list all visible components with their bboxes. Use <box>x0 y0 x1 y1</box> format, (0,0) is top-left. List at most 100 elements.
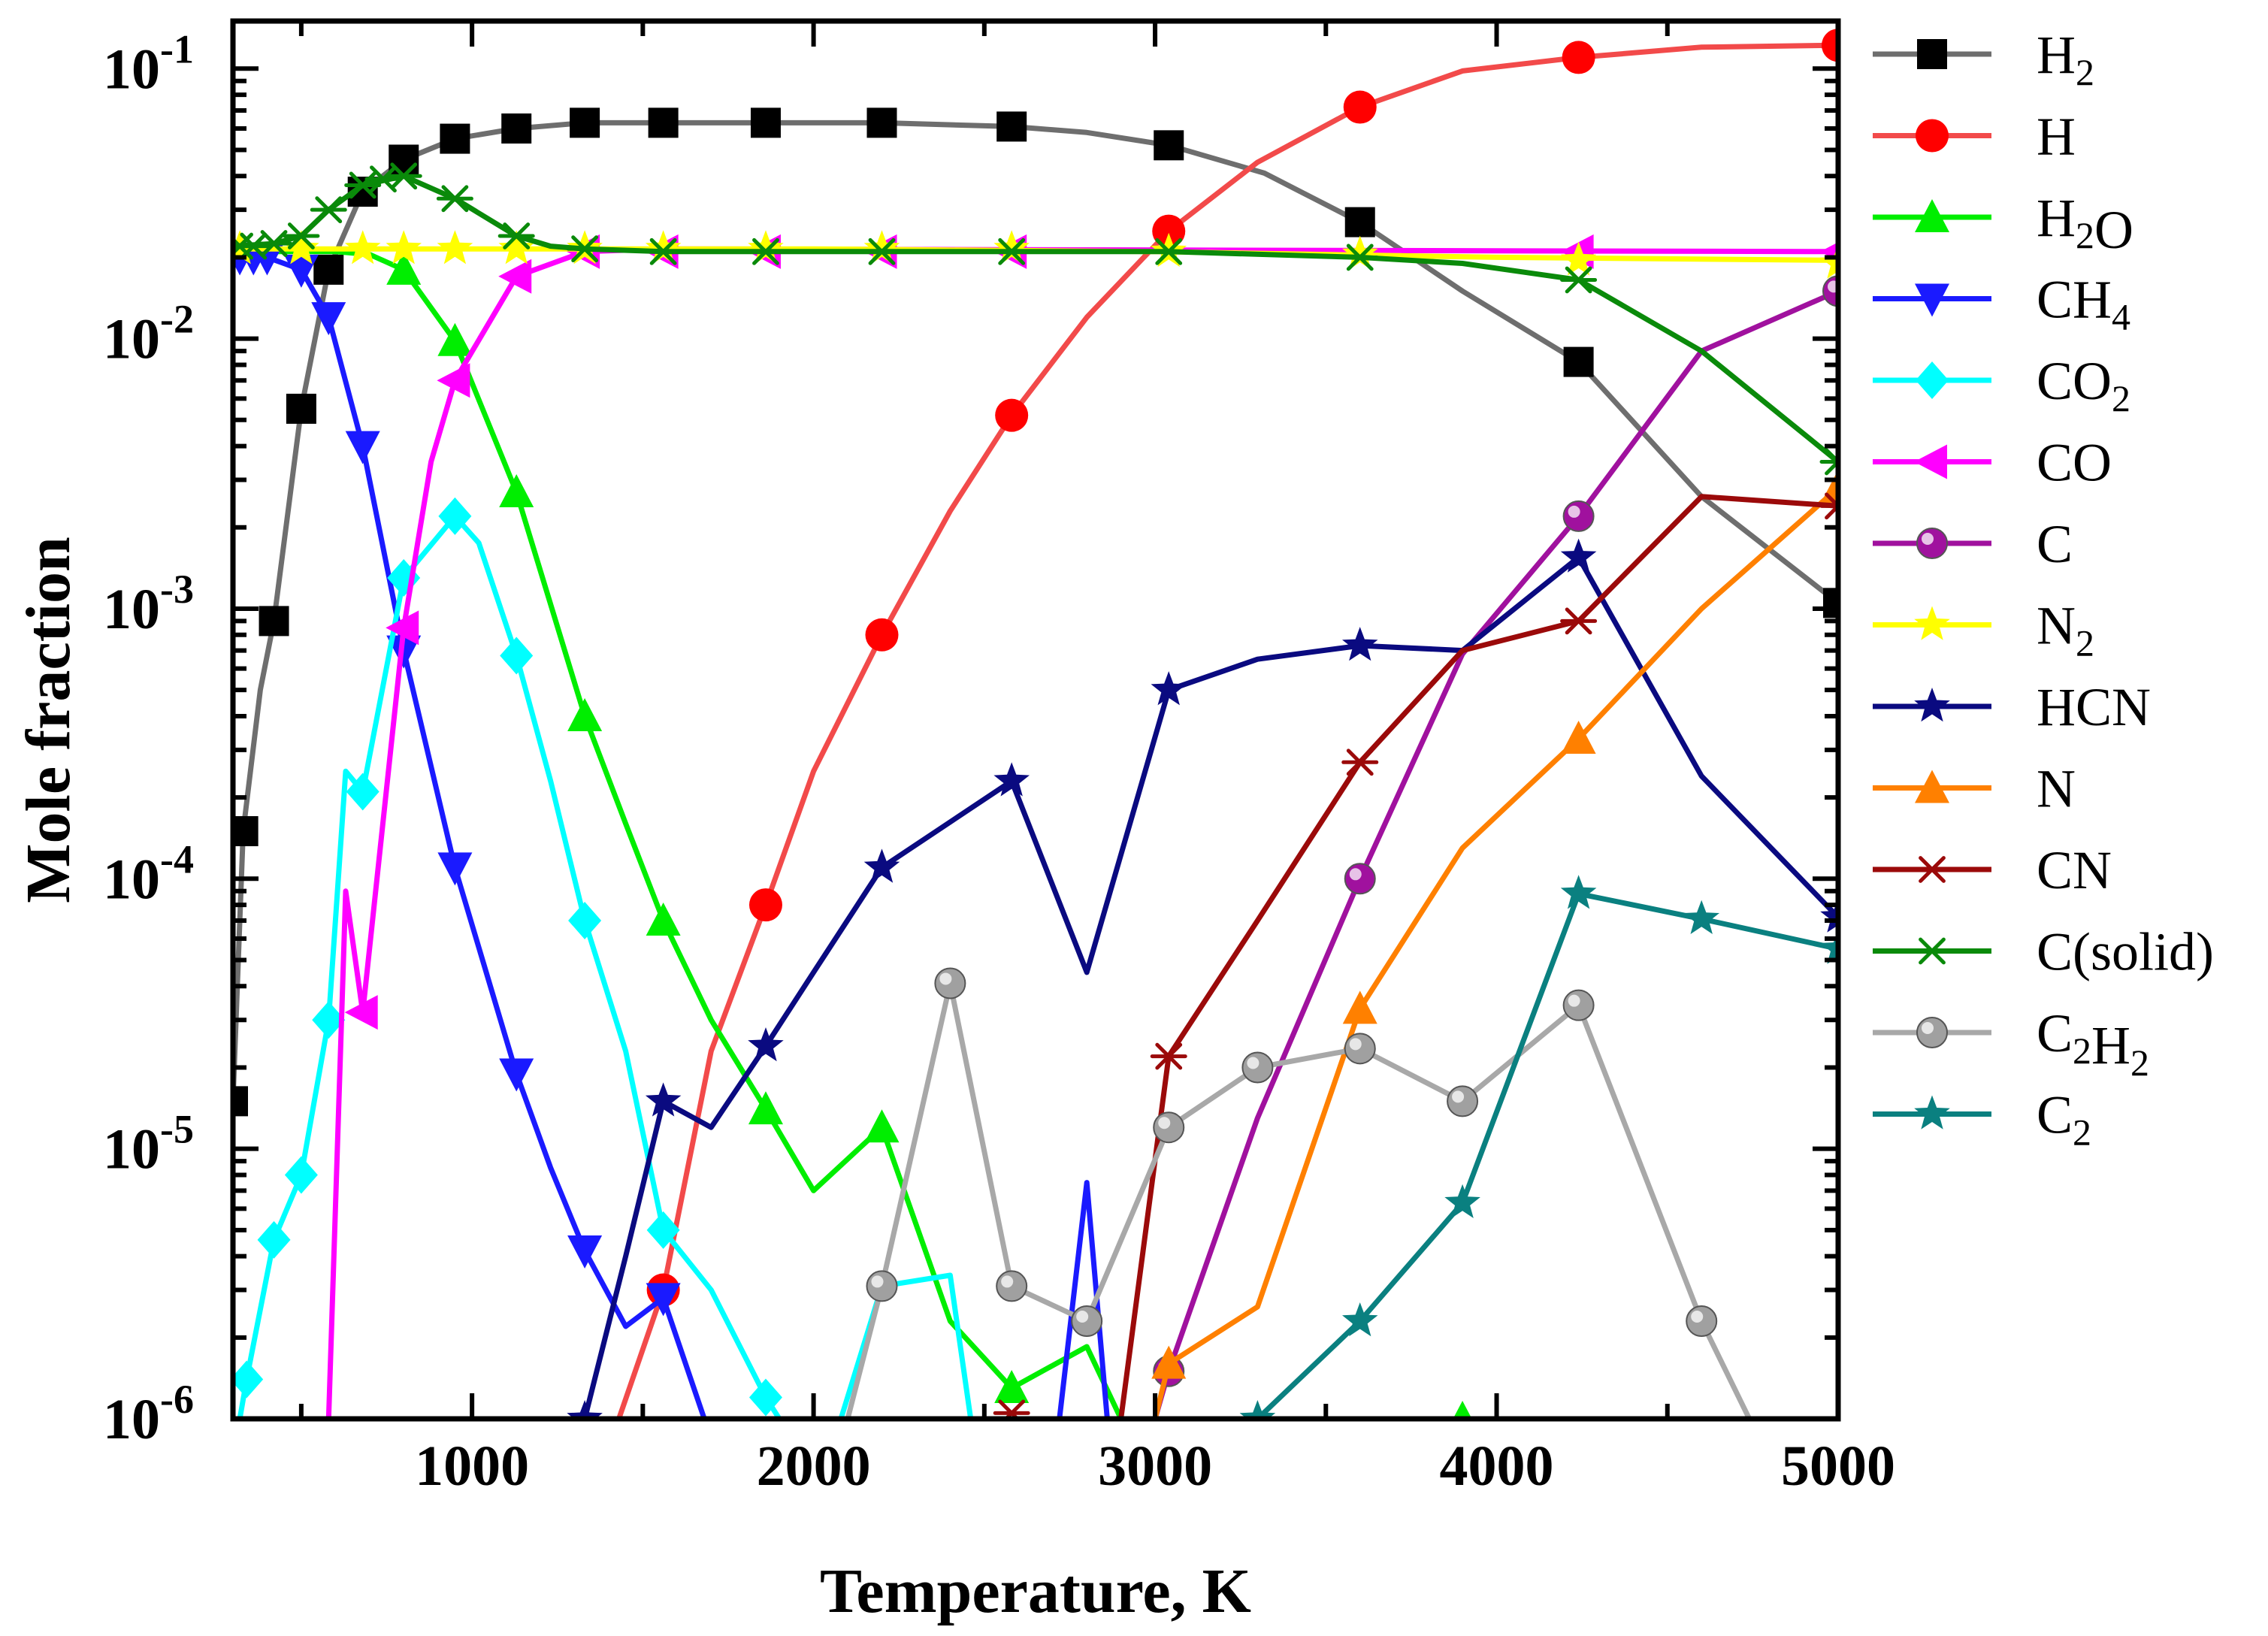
series-n <box>1151 470 1838 1419</box>
series-c2 <box>1239 875 1838 1419</box>
point-c-solid-18-d2 <box>1825 458 1838 476</box>
point-h2o-6 <box>864 1109 900 1143</box>
legend-marker-c2h2-body <box>1916 1017 1948 1048</box>
legend-label-n2: N2 <box>2037 596 2094 664</box>
point-h2-15 <box>1344 207 1375 237</box>
legend-marker-co2 <box>1916 361 1949 399</box>
point-c-solid-2 <box>256 230 293 257</box>
point-c2h2-5-body <box>1241 1051 1274 1084</box>
point-c2h2-6-shine <box>1349 1038 1362 1051</box>
legend-label-c2h2: C2H2 <box>2037 1003 2149 1084</box>
point-n2-14 <box>1820 244 1838 279</box>
series-line-h2 <box>233 119 1838 1102</box>
point-c-solid-12 <box>747 237 785 265</box>
point-c2h2-5-shine <box>1247 1057 1259 1069</box>
point-c2h2-2-shine <box>1001 1275 1014 1288</box>
point-c2-0 <box>1239 1400 1276 1419</box>
point-h-3 <box>995 398 1029 432</box>
y-tick-label--3: 10-3 <box>103 567 194 641</box>
point-c-solid-8 <box>436 185 473 213</box>
point-hcn-3 <box>863 848 900 883</box>
point-cn-3-d2 <box>1565 607 1592 635</box>
point-cn-3 <box>1560 607 1598 635</box>
point-h2-12 <box>866 107 897 138</box>
point-h2o-4 <box>646 902 681 936</box>
y-tick-label--1: 10-1 <box>103 26 194 101</box>
series-line-c-solid <box>233 173 1838 464</box>
point-cn-1-d2 <box>1155 1042 1183 1070</box>
point-co2-3 <box>312 1001 346 1039</box>
legend-label-cn: CN <box>2037 840 2112 900</box>
legend-item-h: H <box>1873 107 2076 167</box>
legend-marker-c2h2-shine <box>1922 1022 1934 1034</box>
legend-marker-hcn <box>1914 688 1950 722</box>
point-c2h2-7-shine <box>1452 1090 1465 1103</box>
point-c-solid-4 <box>310 196 347 224</box>
legend-label-h2: H2 <box>2037 25 2094 93</box>
point-c2h2-2 <box>996 1270 1028 1302</box>
point-ch4-3 <box>283 254 319 288</box>
legend-item-c: C <box>1873 514 2073 574</box>
point-c-solid-8-d2 <box>441 185 469 213</box>
legend-marker-h <box>1916 119 1949 153</box>
point-c-2-body <box>1562 500 1595 532</box>
legend-label-ch4: CH4 <box>2037 270 2130 338</box>
point-h2o-2 <box>499 473 534 507</box>
point-c-solid-16 <box>1341 243 1379 271</box>
point-c-solid-13-d2 <box>868 237 896 265</box>
point-h2-10 <box>648 107 679 138</box>
point-cn-2 <box>1341 748 1379 776</box>
point-c2-3 <box>1560 875 1597 909</box>
point-c-2 <box>1562 500 1595 532</box>
point-n2-3 <box>386 230 422 265</box>
point-c2h2-6-body <box>1344 1033 1376 1065</box>
point-h-4 <box>1152 214 1186 248</box>
point-c-solid-9-d2 <box>503 222 531 249</box>
point-ch4-5 <box>345 431 380 464</box>
point-c2h2-3-body <box>1071 1305 1103 1338</box>
point-c-solid-14-d2 <box>998 237 1026 265</box>
legend-label-co: CO <box>2037 433 2112 493</box>
point-c2h2-8 <box>1562 989 1595 1021</box>
point-cn-4 <box>1819 492 1838 520</box>
legend-label-n: N <box>2037 759 2076 819</box>
point-c-solid-18-d1 <box>1825 448 1838 464</box>
point-c2h2-9-body <box>1686 1305 1718 1338</box>
series-line-c2h2 <box>845 981 1752 1419</box>
point-c2h2-8-shine <box>1568 994 1580 1007</box>
point-ch4-9 <box>567 1235 603 1269</box>
point-n2-13 <box>1560 241 1597 276</box>
point-hcn-1 <box>645 1082 682 1117</box>
point-c-solid-3-d2 <box>287 222 315 249</box>
point-h2o-8 <box>1453 1401 1472 1419</box>
series-c-solid <box>233 162 1838 476</box>
point-c-2-shine <box>1568 505 1580 518</box>
legend-label-c2: C2 <box>2037 1085 2091 1154</box>
point-c2-4 <box>1683 900 1719 934</box>
point-cn-4-d2 <box>1825 503 1838 520</box>
legend-marker-cn-d2 <box>1919 856 1946 883</box>
point-c-solid-7-d2 <box>390 162 418 190</box>
point-h-7 <box>1822 29 1838 62</box>
legend-item-n: N <box>1873 759 2076 819</box>
point-co2-4 <box>346 773 380 811</box>
point-h-1 <box>748 888 782 922</box>
point-c-solid-2-d2 <box>260 230 288 257</box>
point-h2-2 <box>259 606 289 637</box>
point-hcn-6 <box>1342 627 1378 661</box>
series-h2o <box>233 249 1472 1419</box>
series-line-h2o <box>233 249 1123 1419</box>
legend-marker-c-shine <box>1922 533 1934 545</box>
y-tick-label--4: 10-4 <box>103 836 194 911</box>
legend-item-hcn: HCN <box>1873 677 2151 737</box>
point-co-1 <box>386 610 419 646</box>
legend-label-c-solid: C(solid) <box>2037 922 2214 982</box>
point-cn-0 <box>993 1399 1030 1419</box>
point-c-solid-10 <box>566 235 603 263</box>
point-co-2 <box>437 363 470 398</box>
legend-item-h2: H2 <box>1873 25 2094 93</box>
point-hcn-5 <box>1151 671 1187 706</box>
point-n2-8 <box>748 230 784 265</box>
legend-item-n2: N2 <box>1873 596 2094 664</box>
